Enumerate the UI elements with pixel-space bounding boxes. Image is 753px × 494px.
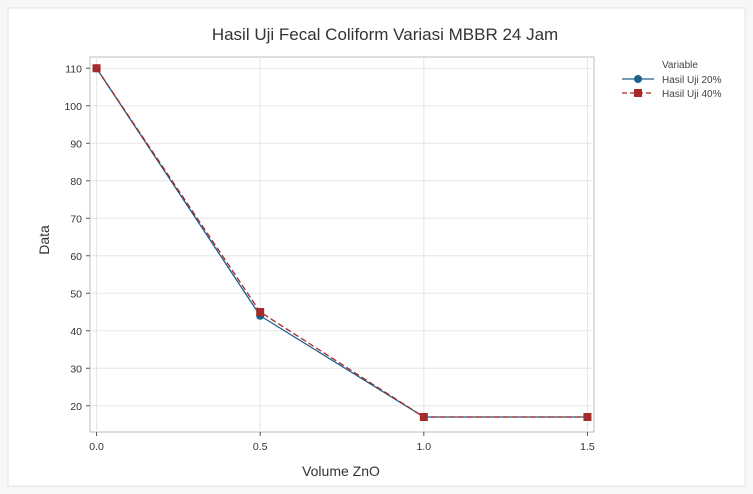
plot-area: 20 30 40 50 60 70 80 90 100 110 0.0 0.5 1.0 1.5 <box>64 56 595 453</box>
legend-marker-1 <box>634 75 642 83</box>
x-tick-label: 1.0 <box>417 441 432 453</box>
y-tick-label: 100 <box>64 101 82 113</box>
y-axis-label: Data <box>36 225 52 255</box>
legend-entry-1: Hasil Uji 20% <box>662 75 722 86</box>
y-tick-label: 50 <box>70 288 82 300</box>
series-2-point <box>419 413 428 421</box>
y-tick-label: 30 <box>70 363 82 375</box>
plot-frame <box>89 56 595 433</box>
series-line-2 <box>96 67 588 418</box>
x-tick-label: 0.0 <box>89 441 104 453</box>
y-tick-label: 60 <box>70 251 82 263</box>
y-tick-label: 80 <box>70 176 82 188</box>
y-tick-label: 110 <box>65 63 82 75</box>
x-tick-label: 1.5 <box>580 441 595 453</box>
series-2-point <box>92 64 101 73</box>
series-2-point <box>583 413 592 421</box>
legend-marker-2 <box>634 89 642 97</box>
y-tick-label: 20 <box>70 401 82 413</box>
y-tick-label: 90 <box>70 138 82 150</box>
legend: Variable Hasil Uji 20% Hasil Uji 40% <box>622 60 722 100</box>
legend-entry-2: Hasil Uji 40% <box>662 89 722 100</box>
x-axis-label: Volume ZnO <box>302 463 380 479</box>
legend-title: Variable <box>662 60 698 71</box>
y-tick-label: 40 <box>70 326 82 338</box>
series-2-point <box>256 308 265 316</box>
chart-title: Hasil Uji Fecal Coliform Variasi MBBR 24… <box>212 25 558 44</box>
y-tick-label: 70 <box>70 213 82 225</box>
x-tick-label: 0.5 <box>253 441 268 453</box>
